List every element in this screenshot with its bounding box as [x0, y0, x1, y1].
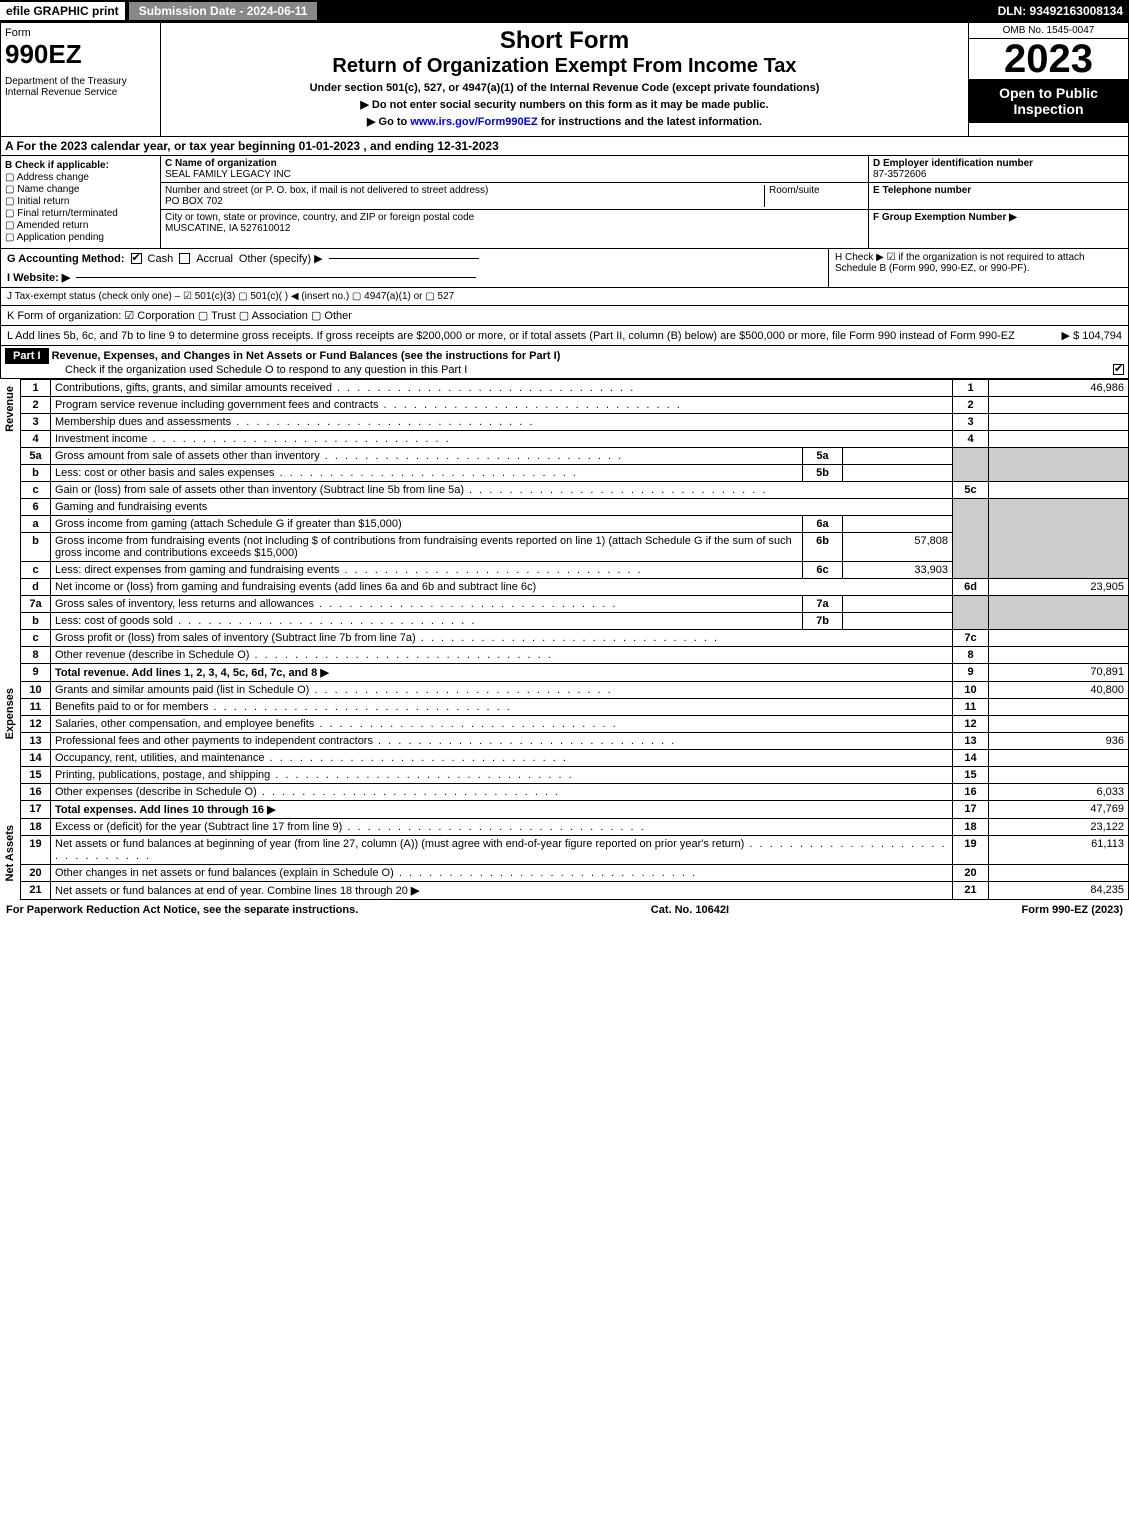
tax-year: 2023 — [969, 39, 1128, 79]
chk-final[interactable]: Final return/terminated — [5, 208, 156, 219]
netassets-side-label: Net Assets — [4, 821, 16, 885]
part1-header-row: Part I Revenue, Expenses, and Changes in… — [0, 346, 1129, 379]
chk-initial[interactable]: Initial return — [5, 196, 156, 207]
subtitle: Under section 501(c), 527, or 4947(a)(1)… — [165, 82, 964, 94]
l-amount: ▶ $ 104,794 — [1062, 329, 1122, 342]
section-c: C Name of organization SEAL FAMILY LEGAC… — [161, 156, 868, 248]
part1-schedule-o-check[interactable] — [1113, 364, 1124, 375]
chk-pending[interactable]: Application pending — [5, 232, 156, 243]
open-inspection: Open to Public Inspection — [969, 79, 1128, 123]
g-label: G Accounting Method: — [7, 253, 125, 265]
org-name: SEAL FAMILY LEGACY INC — [165, 169, 291, 180]
group-exemption-label: F Group Exemption Number ▶ — [873, 212, 1017, 223]
ein-value: 87-3572606 — [873, 169, 926, 180]
dept-label: Department of the Treasury Internal Reve… — [5, 76, 156, 98]
org-street: PO BOX 702 — [165, 196, 223, 207]
section-l: L Add lines 5b, 6c, and 7b to line 9 to … — [0, 326, 1129, 346]
tel-label: E Telephone number — [873, 185, 971, 196]
section-d-e-f: D Employer identification number 87-3572… — [868, 156, 1128, 248]
part1-badge: Part I — [5, 348, 49, 364]
room-suite-label: Room/suite — [764, 185, 864, 207]
l-text: L Add lines 5b, 6c, and 7b to line 9 to … — [7, 330, 1056, 342]
title-short-form: Short Form — [165, 27, 964, 55]
irs-link[interactable]: www.irs.gov/Form990EZ — [410, 116, 537, 128]
info-grid: B Check if applicable: Address change Na… — [0, 156, 1129, 249]
footer-catno: Cat. No. 10642I — [358, 904, 1021, 916]
footer-left: For Paperwork Reduction Act Notice, see … — [6, 904, 358, 916]
chk-accrual[interactable] — [179, 253, 190, 264]
section-b: B Check if applicable: Address change Na… — [1, 156, 161, 248]
header-mid: Short Form Return of Organization Exempt… — [161, 23, 968, 136]
chk-address[interactable]: Address change — [5, 172, 156, 183]
part1-table: Revenue 1Contributions, gifts, grants, a… — [0, 379, 1129, 900]
section-k: K Form of organization: ☑ Corporation ▢ … — [0, 306, 1129, 326]
header-left: Form 990EZ Department of the Treasury In… — [1, 23, 161, 136]
page-footer: For Paperwork Reduction Act Notice, see … — [0, 900, 1129, 920]
section-a: A For the 2023 calendar year, or tax yea… — [0, 137, 1129, 156]
submission-date: Submission Date - 2024-06-11 — [129, 2, 318, 20]
org-city: MUSCATINE, IA 527610012 — [165, 223, 290, 234]
b-header: B Check if applicable: — [5, 160, 109, 171]
top-bar: efile GRAPHIC print Submission Date - 20… — [0, 0, 1129, 22]
chk-name[interactable]: Name change — [5, 184, 156, 195]
note-link: ▶ Go to www.irs.gov/Form990EZ for instru… — [165, 115, 964, 128]
dln-label: DLN: 93492163008134 — [998, 4, 1129, 18]
form-label: Form — [5, 27, 156, 39]
note-ssn: ▶ Do not enter social security numbers o… — [165, 98, 964, 111]
part1-title: Revenue, Expenses, and Changes in Net As… — [52, 350, 561, 362]
other-specify-input[interactable] — [329, 258, 479, 259]
efile-label: efile GRAPHIC print — [0, 2, 125, 20]
header-right: OMB No. 1545-0047 2023 Open to Public In… — [968, 23, 1128, 136]
section-h: H Check ▶ ☑ if the organization is not r… — [828, 249, 1128, 287]
chk-amended[interactable]: Amended return — [5, 220, 156, 231]
website-input[interactable] — [76, 277, 476, 278]
form-number: 990EZ — [5, 39, 156, 70]
i-website-label: I Website: ▶ — [7, 271, 70, 284]
c-city-label: City or town, state or province, country… — [165, 212, 474, 223]
section-j: J Tax-exempt status (check only one) – ☑… — [0, 288, 1129, 306]
title-return: Return of Organization Exempt From Incom… — [165, 55, 964, 78]
revenue-side-label: Revenue — [4, 382, 16, 436]
form-header: Form 990EZ Department of the Treasury In… — [0, 22, 1129, 137]
expenses-side-label: Expenses — [4, 684, 16, 743]
c-name-label: C Name of organization — [165, 158, 277, 169]
part1-check: Check if the organization used Schedule … — [5, 364, 467, 376]
ein-label: D Employer identification number — [873, 158, 1033, 169]
chk-cash[interactable] — [131, 253, 142, 264]
c-street-label: Number and street (or P. O. box, if mail… — [165, 185, 488, 196]
footer-right: Form 990-EZ (2023) — [1022, 904, 1123, 916]
